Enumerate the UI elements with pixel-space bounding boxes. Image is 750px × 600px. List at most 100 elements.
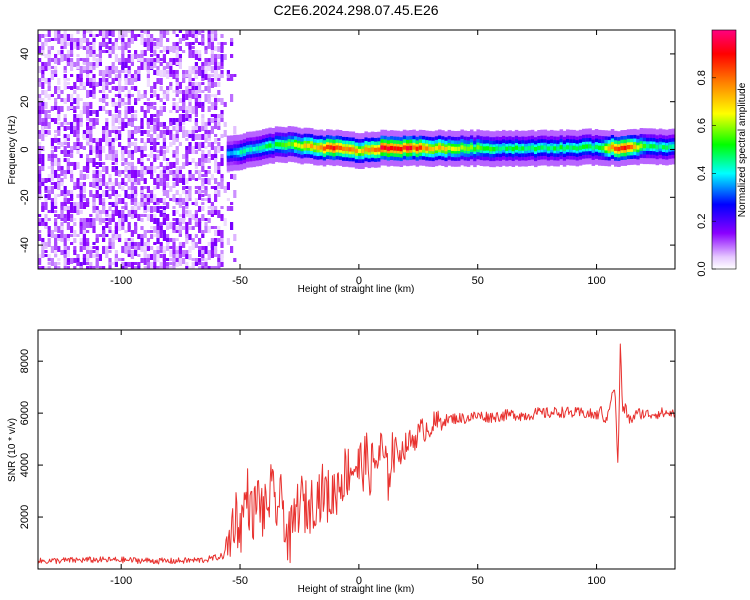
spectrogram-noise-cell <box>159 250 163 253</box>
spectrogram-noise-cell <box>201 82 205 85</box>
spectrogram-noise-cell <box>223 218 227 226</box>
spectrogram-noise-cell <box>201 134 205 140</box>
spectrogram-ridge-cell <box>601 145 605 151</box>
spectrogram-noise-cell <box>153 206 157 212</box>
spectrogram-ridge-cell <box>239 150 244 155</box>
spectrogram-noise-cell <box>166 66 170 69</box>
spectrogram-noise-cell <box>182 206 186 214</box>
spectrogram-ridge-cell <box>591 145 596 151</box>
spectrogram-noise-cell <box>98 146 102 151</box>
spectrogram-noise-cell <box>182 110 186 113</box>
spectrogram-noise-cell <box>102 78 106 83</box>
spectrogram-noise-cell <box>162 138 166 142</box>
spectrogram-noise-cell <box>185 262 189 269</box>
spectrogram-noise-cell <box>146 46 150 51</box>
spectrogram-noise-cell <box>191 30 195 34</box>
y-tick-label: 8000 <box>19 349 31 373</box>
spectrogram-noise-cell <box>76 66 80 69</box>
spectrogram-noise-cell <box>134 130 138 134</box>
spectrogram-noise-cell <box>214 54 218 58</box>
spectrogram-noise-cell <box>73 266 77 269</box>
spectrogram-noise-cell <box>82 38 86 43</box>
spectrogram-noise-cell <box>153 262 157 267</box>
spectrogram-noise-cell <box>86 230 90 233</box>
spectrogram-noise-cell <box>137 58 141 61</box>
spectrogram-noise-cell <box>105 50 109 53</box>
spectrogram-noise-cell <box>54 70 58 74</box>
spectrogram-noise-cell <box>127 138 131 142</box>
spectrogram-noise-cell <box>47 30 51 37</box>
spectrogram-noise-cell <box>156 46 160 49</box>
spectrogram-ridge-cell <box>665 145 669 150</box>
spectrogram-noise-cell <box>137 34 141 37</box>
spectrogram-noise-cell <box>172 106 176 110</box>
spectrogram-noise-cell <box>194 198 198 203</box>
spectrogram-ridge-cell <box>390 145 394 151</box>
spectrogram-noise-cell <box>175 106 179 112</box>
spectrogram-noise-cell <box>127 74 131 77</box>
spectrogram-noise-cell <box>143 50 147 56</box>
spectrogram-noise-cell <box>137 174 141 177</box>
spectrogram-noise-cell <box>178 142 182 146</box>
spectrogram-noise-cell <box>217 114 221 121</box>
spectrogram-noise-cell <box>150 86 154 90</box>
spectrogram-noise-cell <box>111 146 115 153</box>
spectrogram-noise-cell <box>44 130 48 135</box>
spectrogram-noise-cell <box>223 54 227 60</box>
spectrogram-noise-cell <box>150 198 154 203</box>
spectrogram-noise-cell <box>143 242 147 247</box>
spectrogram-noise-cell <box>118 74 122 81</box>
spectrogram-ridge-cell <box>530 145 535 150</box>
spectrogram-noise-cell <box>60 226 64 232</box>
spectrogram-noise-cell <box>108 146 112 152</box>
spectrogram-noise-cell <box>41 250 45 258</box>
spectrogram-noise-cell <box>172 238 176 242</box>
spectrogram-noise-cell <box>92 110 96 114</box>
spectrogram-noise-cell <box>188 118 192 122</box>
spectrogram-ridge-cell <box>473 147 477 152</box>
spectrogram-noise-cell <box>217 262 221 268</box>
spectrogram-noise-cell <box>140 194 144 200</box>
spectrogram-noise-cell <box>178 114 182 121</box>
snr-y-label: SNR (10 * v/v) <box>7 418 18 482</box>
spectrogram-noise-cell <box>178 178 182 183</box>
spectrogram-ridge-cell <box>380 145 384 150</box>
spectrogram-noise-cell <box>191 106 195 114</box>
spectrogram-ridge-cell <box>326 144 330 150</box>
spectrogram-noise-cell <box>47 234 51 237</box>
spectrogram-noise-cell <box>175 258 179 264</box>
spectrogram-noise-cell <box>44 266 48 269</box>
spectrogram-noise-cell <box>191 174 195 180</box>
spectrogram-noise-cell <box>191 258 195 261</box>
spectrogram-noise-cell <box>162 154 166 161</box>
spectrogram-noise-cell <box>50 202 54 210</box>
spectrogram-noise-cell <box>175 230 179 233</box>
spectrogram-noise-cell <box>210 74 214 77</box>
spectrogram-noise-cell <box>57 266 61 269</box>
spectrogram-noise-cell <box>111 162 115 165</box>
spectrogram-ridge-cell <box>281 142 285 147</box>
spectrogram-noise-cell <box>220 154 224 158</box>
spectrogram-noise-cell <box>105 102 109 106</box>
spectrogram-noise-cell <box>198 142 202 146</box>
spectrogram-noise-cell <box>166 182 170 188</box>
spectrogram-noise-cell <box>178 254 182 258</box>
spectrogram-noise-cell <box>134 178 138 184</box>
spectrogram-noise-cell <box>95 206 99 212</box>
spectrogram-noise-cell <box>156 218 160 226</box>
spectrogram-noise-cell <box>150 226 154 229</box>
spectrogram-noise-cell <box>220 42 224 49</box>
spectrogram-noise-cell <box>143 30 147 34</box>
spectrogram-noise-cell <box>92 118 96 126</box>
spectrogram-noise-cell <box>162 174 166 179</box>
spectrogram-ridge-cell <box>553 146 557 151</box>
spectrogram-noise-cell <box>175 70 179 76</box>
spectrogram-noise-cell <box>41 126 45 133</box>
spectrogram-noise-cell <box>172 242 176 250</box>
spectrogram-noise-cell <box>207 218 211 223</box>
spectrogram-noise-cell <box>130 134 134 139</box>
spectrogram-noise-cell <box>175 118 179 122</box>
spectrogram-noise-cell <box>153 58 157 63</box>
spectrogram-noise-cell <box>57 142 61 145</box>
spectrogram-ridge-cell <box>258 146 263 151</box>
